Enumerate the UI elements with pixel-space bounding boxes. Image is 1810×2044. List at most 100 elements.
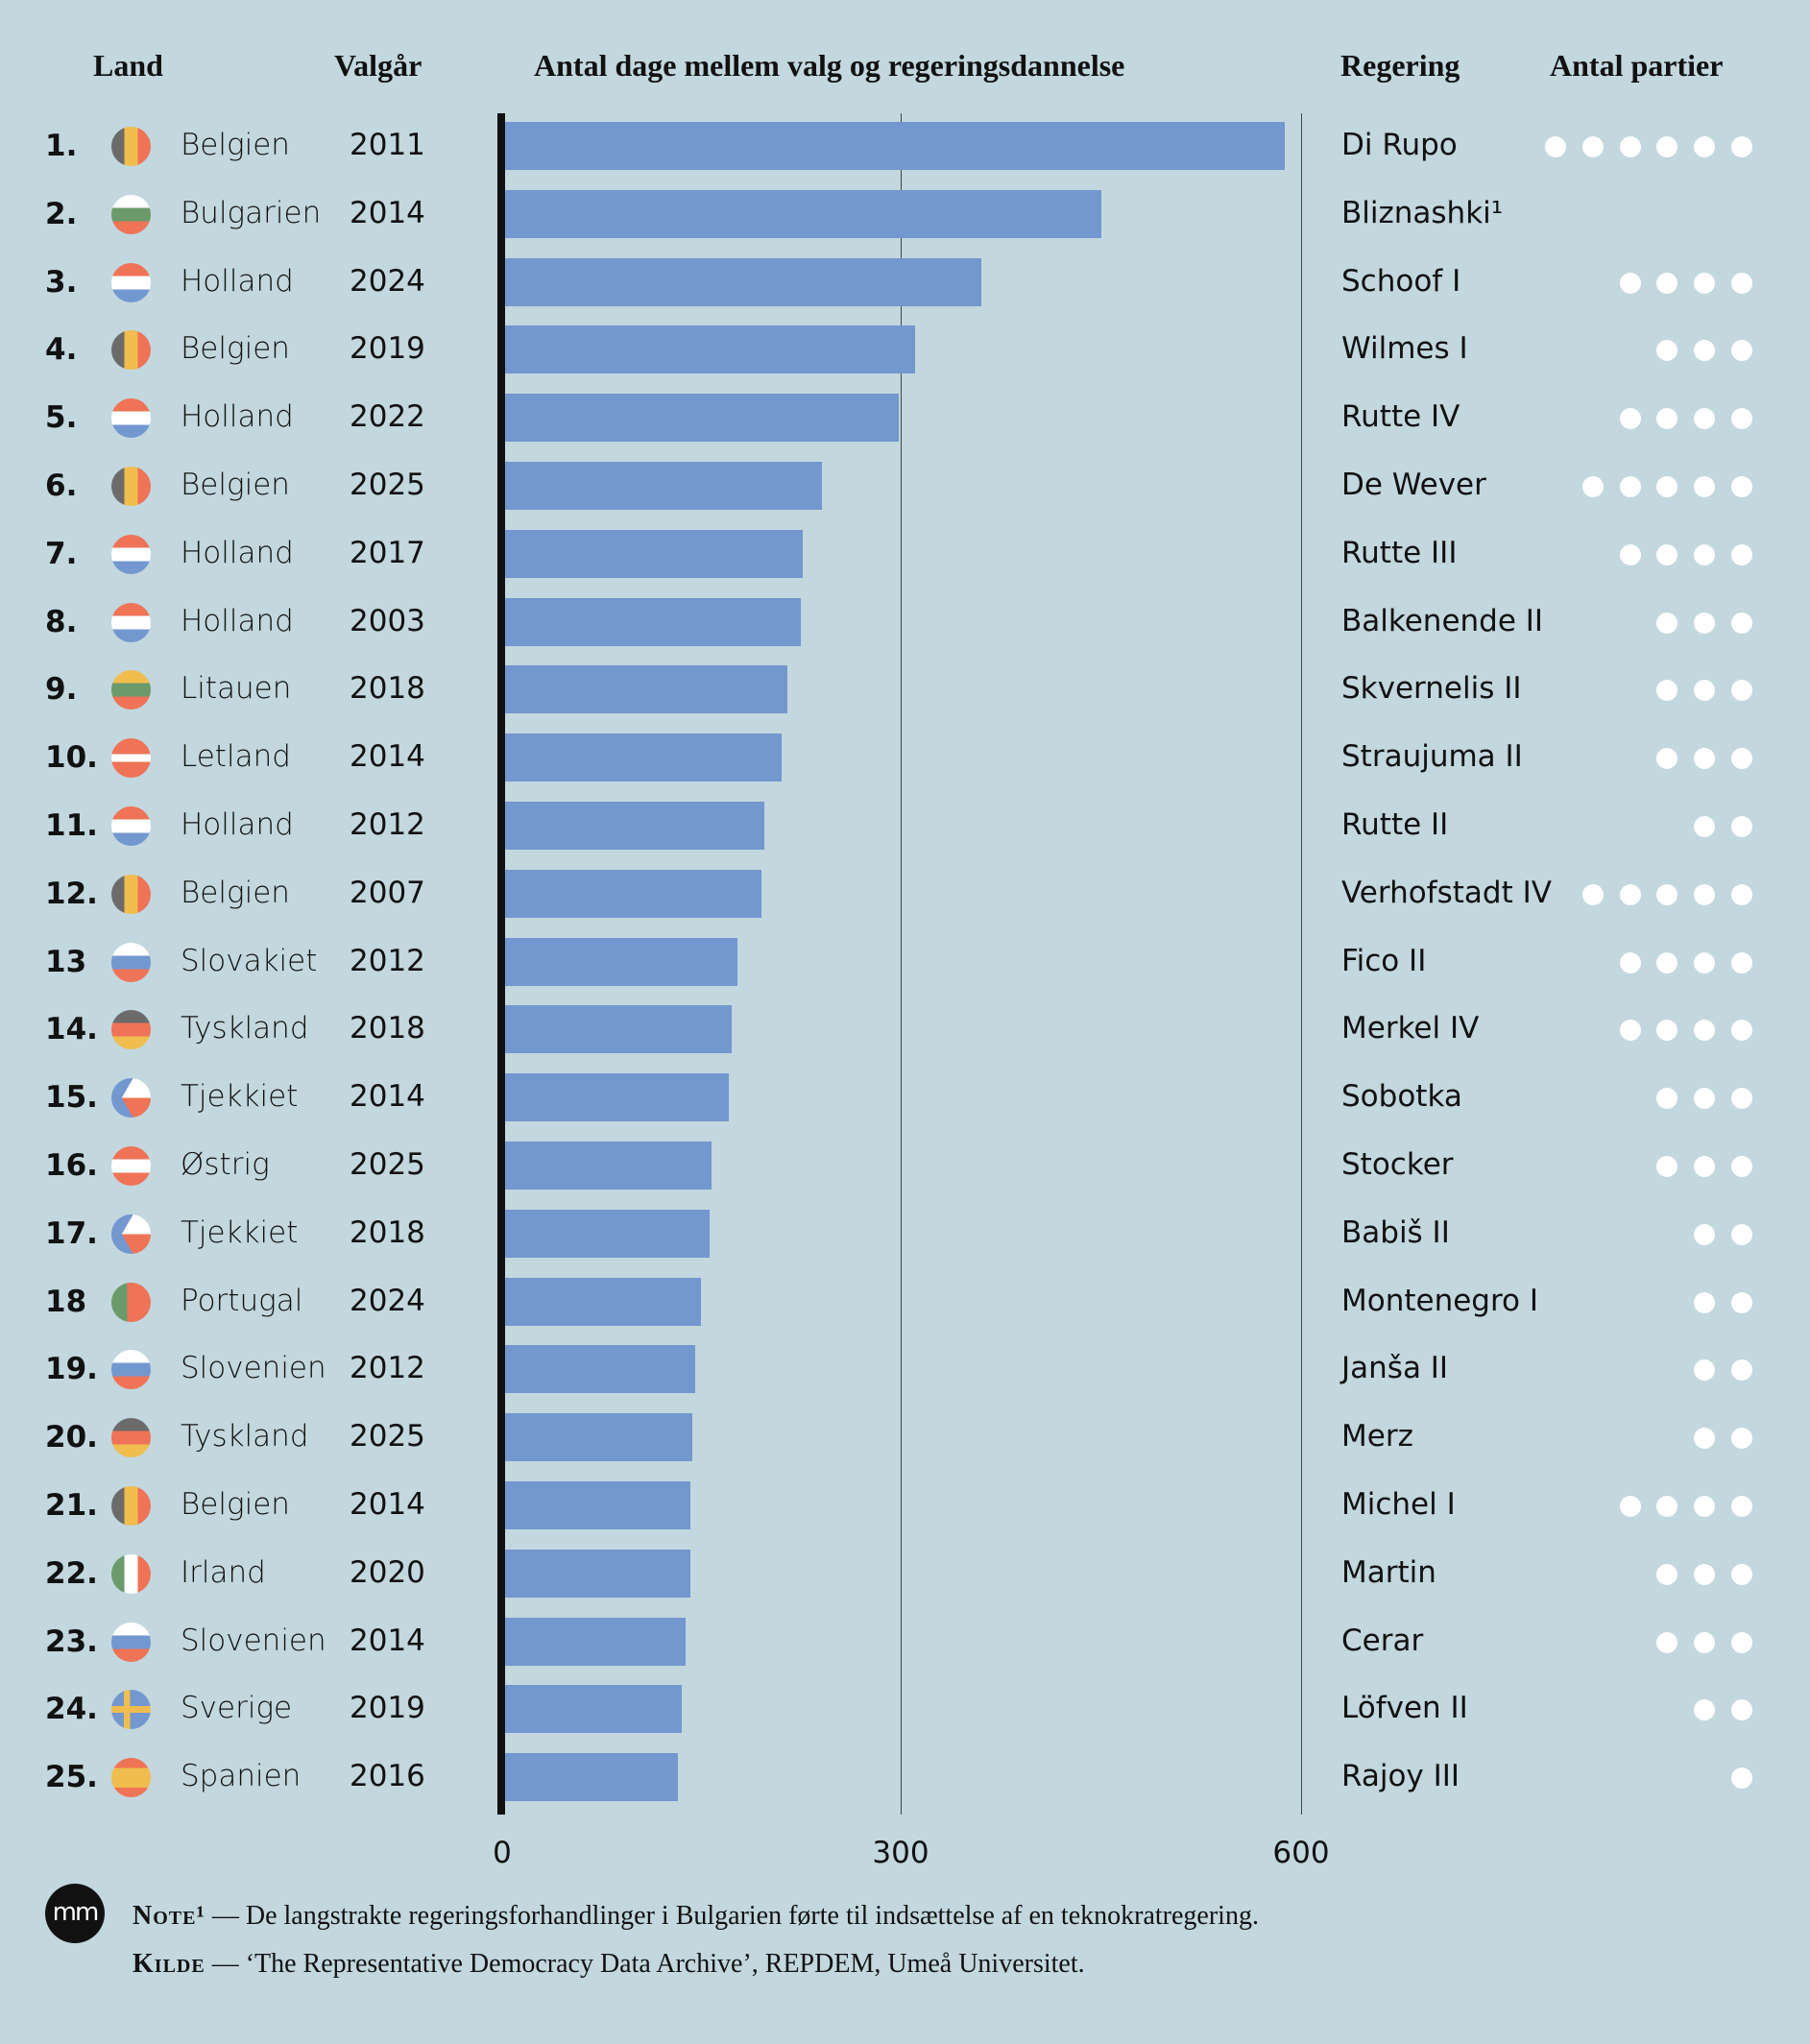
country: Belgien xyxy=(181,468,290,502)
party-dot xyxy=(1694,1156,1716,1177)
year: 2020 xyxy=(350,1554,425,1590)
country: Litauen xyxy=(181,671,292,707)
party-dot xyxy=(1619,883,1641,905)
country: Letland xyxy=(181,739,291,775)
rank: 2. xyxy=(45,196,78,231)
party-dot xyxy=(1731,1020,1752,1042)
flag-sweden-icon xyxy=(111,1690,151,1730)
government: Balkenende II xyxy=(1341,603,1544,638)
party-dot xyxy=(1656,1156,1678,1177)
country: Portugal xyxy=(181,1283,303,1318)
party-dot xyxy=(1731,1767,1752,1790)
flag-belgium-icon xyxy=(111,467,151,506)
table-row: 12. Belgien 2007 Verhofstadt IV xyxy=(0,860,1810,928)
government: Rutte IV xyxy=(1341,399,1460,435)
party-dot xyxy=(1731,1291,1752,1313)
year: 2024 xyxy=(350,263,425,299)
government: Schoof I xyxy=(1341,263,1461,299)
rank: 24. xyxy=(45,1692,98,1727)
table-row: 15. Tjekkiet 2014 Sobotka xyxy=(0,1064,1810,1132)
rank: 25. xyxy=(45,1760,98,1795)
bar xyxy=(505,529,804,578)
party-dot xyxy=(1694,476,1716,497)
country: Slovenien xyxy=(181,1623,326,1658)
party-dot xyxy=(1656,748,1678,770)
table-row: 19. Slovenien 2012 Janša II xyxy=(0,1335,1810,1404)
year: 2012 xyxy=(350,943,425,978)
year: 2007 xyxy=(350,875,425,910)
government: Merz xyxy=(1341,1419,1413,1455)
rank: 13 xyxy=(45,944,87,979)
year: 2019 xyxy=(350,331,425,367)
flag-germany-icon xyxy=(111,1010,151,1050)
flag-netherlands-icon xyxy=(111,602,151,642)
party-dot xyxy=(1581,136,1604,157)
table-row: 9. Litauen 2018 Skvernelis II xyxy=(0,656,1810,724)
year: 2022 xyxy=(350,399,425,435)
tick-label: 300 xyxy=(872,1836,929,1870)
party-dot xyxy=(1656,272,1678,294)
rank: 5. xyxy=(45,400,78,436)
party-dot xyxy=(1694,1359,1716,1382)
table-row: 24. Sverige 2019 Löfven II xyxy=(0,1675,1810,1743)
government: Verhofstadt IV xyxy=(1341,875,1552,910)
party-dot xyxy=(1731,1223,1752,1245)
party-dot xyxy=(1619,1020,1641,1042)
rank: 8. xyxy=(45,604,78,639)
party-dot xyxy=(1656,883,1678,905)
party-dot xyxy=(1731,1088,1752,1110)
table-row: 10. Letland 2014 Straujuma II xyxy=(0,724,1810,792)
tick-label: 0 xyxy=(493,1836,512,1870)
rank: 22. xyxy=(45,1555,98,1591)
bar xyxy=(505,802,765,850)
flag-slovakia-icon xyxy=(111,942,151,982)
party-dot xyxy=(1619,272,1641,294)
flag-austria-icon xyxy=(111,1146,151,1186)
rank: 1. xyxy=(45,129,78,163)
flag-belgium-icon xyxy=(111,1486,151,1526)
flag-netherlands-icon xyxy=(111,806,151,846)
gridline-300 xyxy=(901,113,902,1815)
flag-slovenia-icon xyxy=(111,1350,151,1390)
flag-belgium-icon xyxy=(111,127,151,166)
flag-czech-icon xyxy=(111,1214,151,1254)
country: Belgien xyxy=(181,128,290,162)
table-row: 17. Tjekkiet 2018 Babiš II xyxy=(0,1200,1810,1268)
government: Bliznashki¹ xyxy=(1341,195,1504,230)
gridline-600 xyxy=(1301,113,1302,1815)
bar xyxy=(505,1685,683,1734)
year: 2012 xyxy=(350,1351,425,1386)
party-dot xyxy=(1656,1496,1678,1517)
party-dot xyxy=(1545,136,1566,157)
country: Belgien xyxy=(181,331,290,367)
party-dot xyxy=(1656,680,1678,702)
government: Wilmes I xyxy=(1341,331,1468,367)
flag-netherlands-icon xyxy=(111,398,151,439)
party-dot xyxy=(1731,1428,1752,1450)
bar xyxy=(505,733,783,782)
bar xyxy=(505,1617,687,1666)
party-dot xyxy=(1694,951,1716,974)
table-row: 21. Belgien 2014 Michel I xyxy=(0,1472,1810,1540)
flag-bulgaria-icon xyxy=(111,194,151,234)
party-dot xyxy=(1656,136,1678,157)
party-dot xyxy=(1731,883,1752,905)
party-dot xyxy=(1731,680,1752,702)
country: Belgien xyxy=(181,875,290,910)
party-dot xyxy=(1731,1699,1752,1721)
table-row: 23. Slovenien 2014 Cerar xyxy=(0,1608,1810,1676)
year: 2011 xyxy=(350,128,425,162)
party-dot xyxy=(1731,748,1752,770)
country: Holland xyxy=(181,807,294,842)
bar xyxy=(505,1277,701,1326)
rank: 16. xyxy=(45,1148,98,1183)
party-dot xyxy=(1581,883,1604,905)
government: Michel I xyxy=(1341,1487,1456,1522)
party-dot xyxy=(1731,340,1752,362)
flag-latvia-icon xyxy=(111,738,151,779)
table-row: 18 Portugal 2024 Montenegro I xyxy=(0,1268,1810,1336)
party-dot xyxy=(1581,476,1604,497)
rank: 23. xyxy=(45,1623,98,1659)
footnote: Note¹ — De langstrakte regeringsforhandl… xyxy=(133,1901,1259,1932)
party-dot xyxy=(1694,1020,1716,1042)
